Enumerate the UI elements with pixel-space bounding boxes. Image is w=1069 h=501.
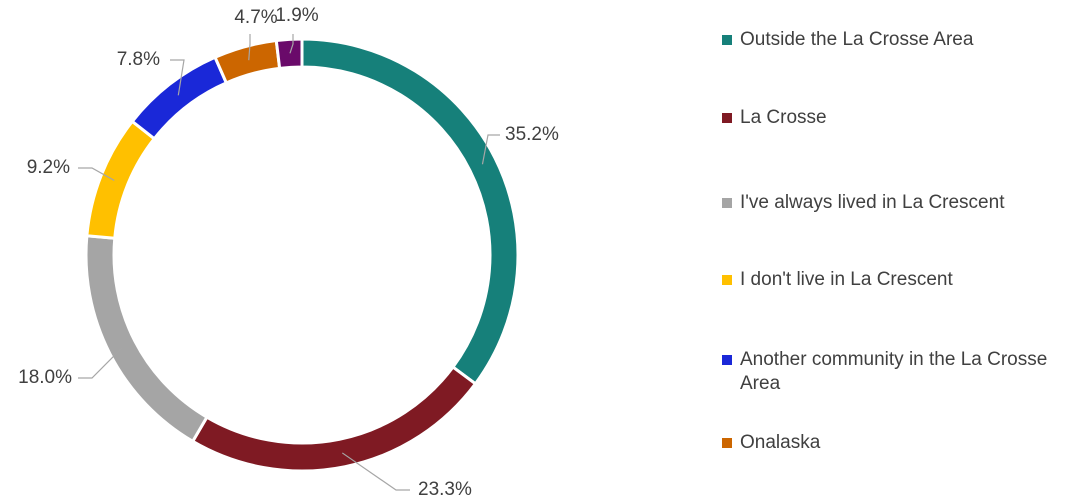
donut-slice — [190, 364, 478, 473]
data-label: 7.8% — [117, 49, 160, 70]
legend-swatch — [722, 113, 732, 123]
donut-slice — [213, 38, 282, 85]
leader-line — [78, 167, 115, 181]
legend-swatch — [722, 35, 732, 45]
legend-label: I've always lived in La Crescent — [740, 192, 1005, 213]
legend-label: La Crosse — [740, 107, 827, 128]
leader-line — [481, 134, 500, 165]
legend-swatch — [722, 355, 732, 365]
legend-label: Outside the La Crosse Area — [740, 29, 974, 50]
leader-line — [248, 34, 251, 61]
data-label: 9.2% — [27, 157, 70, 178]
legend-swatch — [722, 275, 732, 285]
legend-label: I don't live in La Crescent — [740, 269, 953, 290]
data-label: 4.7% — [234, 7, 277, 28]
legend-entry: Outside the La Crosse Area — [722, 28, 1062, 52]
legend-swatch — [722, 198, 732, 208]
donut-slice — [274, 37, 304, 71]
donut-slice — [85, 119, 157, 240]
legend-label: Another community in the La Crosse Area — [740, 349, 1048, 394]
legend-entry: I don't live in La Crescent — [722, 268, 1062, 292]
legend-entry: Another community in the La Crosse Area — [722, 348, 1062, 396]
data-label: 18.0% — [18, 367, 72, 388]
leader-line — [78, 347, 123, 379]
leader-line — [170, 59, 185, 96]
data-label: 35.2% — [505, 124, 559, 145]
donut-slice — [84, 234, 209, 444]
donut-slice — [300, 37, 520, 386]
legend-label: Onalaska — [740, 432, 821, 453]
data-label: 23.3% — [418, 479, 472, 500]
data-label: 1.9% — [275, 5, 318, 26]
legend-entry: Onalaska — [722, 431, 1062, 455]
legend-swatch — [722, 438, 732, 448]
legend-entry: La Crosse — [722, 106, 1062, 130]
legend-entry: I've always lived in La Crescent — [722, 191, 1062, 215]
leader-line — [341, 452, 410, 491]
leader-line — [289, 34, 294, 54]
